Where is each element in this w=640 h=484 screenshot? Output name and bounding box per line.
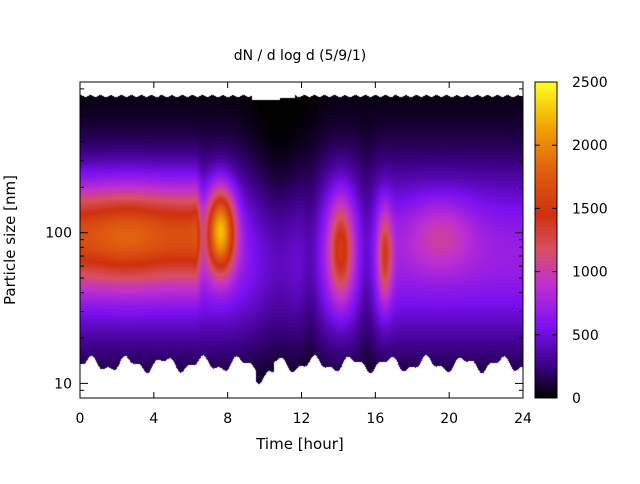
y-tick-label: 10 (54, 376, 72, 392)
chart-title: dN / d log d (5/9/1) (234, 48, 367, 64)
x-tick-label: 4 (149, 411, 158, 427)
heatmap (80, 82, 523, 398)
colorbar-tick-label: 1500 (572, 201, 608, 217)
x-tick-label: 20 (440, 411, 458, 427)
x-axis-label: Time [hour] (255, 435, 344, 453)
colorbar-tick-label: 2500 (572, 75, 608, 91)
colorbar-tick-label: 2000 (572, 138, 608, 154)
y-axis-label: Particle size [nm] (1, 175, 19, 305)
x-tick-label: 24 (514, 411, 532, 427)
heatmap-image (80, 82, 523, 398)
y-axis: 10 100 (45, 81, 523, 399)
x-tick-label: 8 (223, 411, 232, 427)
y-tick-label: 100 (45, 226, 72, 242)
colorbar-tick-label: 500 (572, 328, 599, 344)
colorbar-tick-label: 1000 (572, 265, 608, 281)
x-tick-label: 12 (293, 411, 311, 427)
x-axis: 0 4 8 12 16 20 24 (76, 82, 532, 427)
colorbar-axis: 0 500 1000 1500 2000 2500 (535, 75, 608, 407)
x-tick-label: 0 (76, 411, 85, 427)
colorbar (534, 81, 558, 399)
x-tick-label: 16 (366, 411, 384, 427)
colorbar-tick-label: 0 (572, 391, 581, 407)
